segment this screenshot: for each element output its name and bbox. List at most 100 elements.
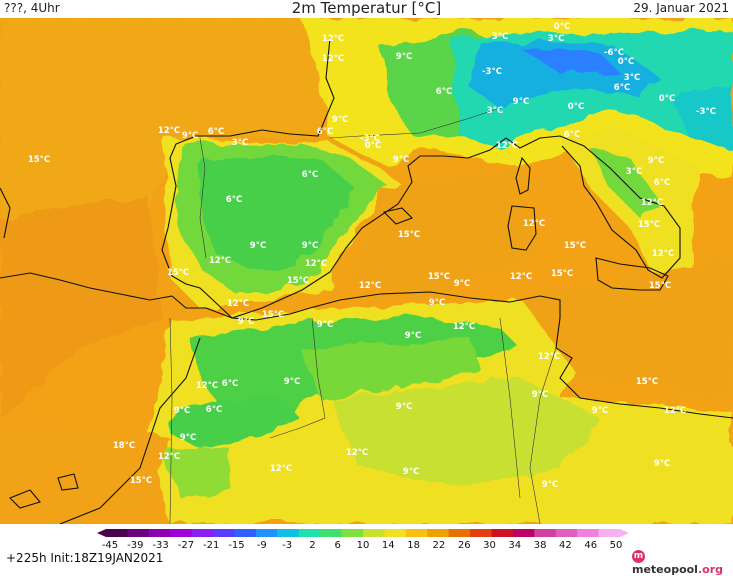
- temperature-label: 12°C: [322, 54, 344, 64]
- forecast-date: 29. Januar 2021: [633, 1, 729, 15]
- brand-logo[interactable]: mmeteopool.org: [632, 550, 724, 576]
- temperature-label: 15°C: [398, 230, 420, 240]
- temperature-label: 9°C: [405, 331, 421, 341]
- scale-swatch: [384, 529, 407, 537]
- scale-tick-label: -15: [228, 540, 244, 549]
- scale-tick-label: -33: [152, 540, 168, 549]
- scale-swatch: [427, 529, 450, 537]
- color-scale-legend: -45 -39 -33 -27 -21 -15 -9 -3 2 6 10 14 18 22 26 30 34 38…: [97, 529, 629, 549]
- temperature-label: 12°C: [641, 198, 663, 208]
- temperature-label: 9°C: [648, 156, 664, 166]
- temperature-label: 0°C: [568, 102, 584, 112]
- temperature-label: 9°C: [317, 320, 333, 330]
- temperature-label: 9°C: [174, 406, 190, 416]
- scale-tick-label: 14: [382, 540, 395, 549]
- temperature-label: 15°C: [167, 268, 189, 278]
- temperature-label: 12°C: [453, 322, 475, 332]
- temperature-label: 9°C: [654, 459, 670, 469]
- temperature-label: 12°C: [523, 219, 545, 229]
- scale-swatch: [298, 529, 321, 537]
- scale-swatch: [320, 529, 342, 537]
- scale-max-arrow: [620, 529, 629, 537]
- temperature-label: 12°C: [196, 381, 218, 391]
- temperature-label: 12°C: [209, 256, 231, 266]
- scale-swatch: [148, 529, 171, 537]
- temperature-label: 12°C: [359, 281, 381, 291]
- forecast-run-info: +225h Init:18Z19JAN2021: [6, 551, 164, 565]
- scale-tick-label: 38: [534, 540, 547, 549]
- temperature-field: [0, 18, 733, 524]
- temperature-label: 12°C: [305, 259, 327, 269]
- temperature-label: 15°C: [649, 281, 671, 291]
- scale-tick-label: 26: [458, 540, 471, 549]
- temperature-label: 9°C: [393, 155, 409, 165]
- scale-tick-label: 34: [508, 540, 521, 549]
- scale-swatch: [598, 529, 621, 537]
- temperature-label: 9°C: [532, 390, 548, 400]
- scale-tick-label: 2: [309, 540, 315, 549]
- scale-tick-label: 18: [407, 540, 420, 549]
- temperature-label: 0°C: [618, 57, 634, 67]
- scale-tick-label: -3: [282, 540, 292, 549]
- coastlines: [0, 37, 733, 524]
- temperature-label: 6°C: [614, 83, 630, 93]
- scale-swatch: [341, 529, 364, 537]
- temperature-label: 6°C: [317, 127, 333, 137]
- temperature-label: 12°C: [496, 141, 518, 151]
- temperature-label: 12°C: [346, 448, 368, 458]
- temperature-label: -6°C: [604, 48, 624, 58]
- temperature-label: 15°C: [262, 310, 284, 320]
- scale-swatch: [534, 529, 557, 537]
- scale-swatch: [405, 529, 428, 537]
- scale-swatch: [491, 529, 514, 537]
- temperature-label: 6°C: [436, 87, 452, 97]
- temperature-label: 9°C: [332, 115, 348, 125]
- temperature-map: 12°C12°C 9°C3°C0°C3°C-6°C0°C-3°C3°C6°C6°C…: [0, 18, 733, 524]
- temperature-label: 6°C: [302, 170, 318, 180]
- temperature-label: 15°C: [28, 155, 50, 165]
- temperature-label: 15°C: [428, 272, 450, 282]
- temperature-label: 9°C: [180, 433, 196, 443]
- logo-icon: m: [632, 550, 645, 563]
- scale-swatch: [448, 529, 471, 537]
- temperature-label: 6°C: [222, 379, 238, 389]
- scale-swatch: [234, 529, 257, 537]
- temperature-label: 15°C: [638, 220, 660, 230]
- scale-swatch: [191, 529, 214, 537]
- temperature-label: 12°C: [664, 406, 686, 416]
- temperature-labels: 12°C12°C 9°C3°C0°C3°C-6°C0°C-3°C3°C6°C6°C…: [28, 22, 716, 490]
- temperature-label: 12°C: [158, 452, 180, 462]
- temperature-label: 9°C: [513, 97, 529, 107]
- scale-tick-label: -45: [102, 540, 118, 549]
- temperature-label: 3°C: [487, 106, 503, 116]
- temperature-label: 3°C: [624, 73, 640, 83]
- temperature-label: 3°C: [548, 34, 564, 44]
- temperature-label: 15°C: [130, 476, 152, 486]
- scale-tick-label: -21: [203, 540, 219, 549]
- temperature-label: 9°C: [396, 52, 412, 62]
- temperature-label: 9°C: [429, 298, 445, 308]
- scale-swatch: [213, 529, 235, 537]
- scale-swatch: [470, 529, 492, 537]
- temperature-label: 12°C: [510, 272, 532, 282]
- scale-swatch: [127, 529, 150, 537]
- map-title: 2m Temperatur [°C]: [291, 0, 442, 17]
- temperature-label: 18°C: [113, 441, 135, 451]
- scale-tick-label: 22: [433, 540, 446, 549]
- scale-tick-label: 46: [584, 540, 597, 549]
- temperature-label: 12°C: [227, 299, 249, 309]
- temperature-label: 9°C: [403, 467, 419, 477]
- temperature-label: 6°C: [208, 127, 224, 137]
- temperature-label: 9°C: [592, 406, 608, 416]
- map-footer: -45 -39 -33 -27 -21 -15 -9 -3 2 6 10 14 18 22 26 30 34 38…: [0, 524, 733, 576]
- map-header: ???, 4Uhr 2m Temperatur [°C] 29. Januar …: [0, 0, 733, 18]
- scale-tick-label: 42: [559, 540, 572, 549]
- temperature-label: 12°C: [158, 126, 180, 136]
- temperature-label: 9°C: [182, 131, 198, 141]
- temperature-label: 9°C: [238, 317, 254, 327]
- temperature-label: 9°C: [454, 279, 470, 289]
- temperature-label: 9°C: [284, 377, 300, 387]
- temperature-label: 12°C: [538, 352, 560, 362]
- scale-tick-label: 10: [357, 540, 370, 549]
- scale-tick-label: -9: [257, 540, 267, 549]
